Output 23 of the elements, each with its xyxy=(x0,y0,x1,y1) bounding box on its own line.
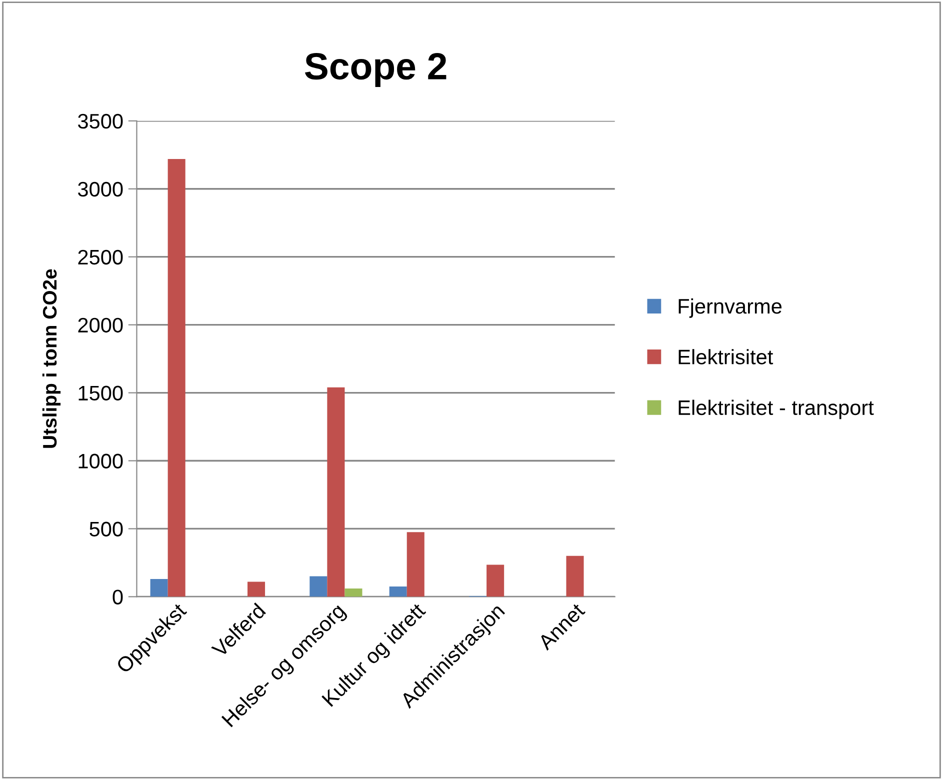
y-tick-label: 500 xyxy=(90,522,123,536)
y-tick-label: 1000 xyxy=(78,454,123,469)
y-axis-title: Utslipp i tonn CO2e xyxy=(42,269,61,448)
y-tick-label: 2000 xyxy=(78,318,123,333)
bar xyxy=(168,158,186,597)
bar xyxy=(150,579,168,597)
bar xyxy=(486,564,504,597)
legend-label: Elektrisitet - transport xyxy=(678,400,874,420)
bar xyxy=(344,588,362,597)
y-tick-label: 3500 xyxy=(78,114,123,129)
y-tick-label: 2500 xyxy=(78,250,123,265)
bar xyxy=(566,556,584,597)
y-tick-label: 3000 xyxy=(78,182,123,197)
bar xyxy=(389,586,407,597)
bar xyxy=(247,582,266,597)
y-tick-label: 1500 xyxy=(78,386,123,401)
bar xyxy=(310,576,328,597)
legend-label: Elektrisitet xyxy=(678,349,774,364)
bar xyxy=(327,387,345,597)
legend-label: Fjernvarme xyxy=(678,298,782,318)
bar xyxy=(406,532,424,597)
y-tick-label: 0 xyxy=(112,590,123,604)
chart-title: Scope 2 xyxy=(304,53,446,88)
